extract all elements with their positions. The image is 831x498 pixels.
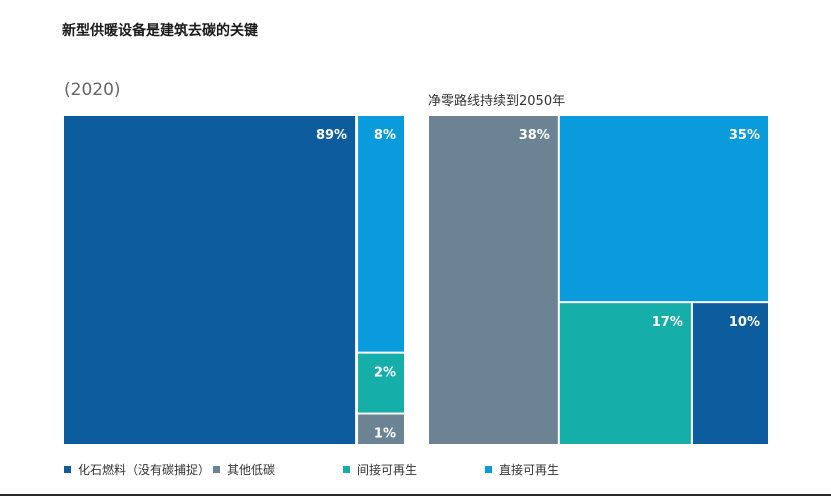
- data-label-indirect-renewable: 17%: [652, 315, 683, 330]
- legend-label-direct-renewable: 直接可再生: [499, 463, 560, 477]
- treemap-cell-other-low-carbon: [429, 116, 558, 444]
- data-label-direct-renewable: 8%: [374, 128, 396, 143]
- data-label-fossil: 10%: [729, 315, 760, 330]
- data-label-direct-renewable: 35%: [729, 128, 760, 143]
- chart-2020-title: (2020): [64, 80, 121, 100]
- data-label-indirect-renewable: 2%: [374, 366, 396, 381]
- data-label-other-low-carbon: 38%: [519, 128, 550, 143]
- legend-label-other-low-carbon: 其他低碳: [227, 463, 276, 477]
- legend-label-indirect-renewable: 间接可再生: [357, 463, 418, 477]
- legend-item-direct-renewable: 直接可再生: [485, 461, 559, 478]
- legend-item-fossil: 化石燃料（没有碳捕捉）: [64, 461, 210, 478]
- treemap-cell-fossil: [64, 116, 356, 444]
- legend-swatch-fossil: [64, 466, 71, 473]
- treemap-cell-indirect-renewable: [358, 353, 404, 413]
- legend-item-other-low-carbon: 其他低碳: [213, 461, 275, 478]
- treemap-2020: 89% 8% 2% 1%: [64, 116, 404, 444]
- legend-item-indirect-renewable: 间接可再生: [343, 461, 417, 478]
- legend-label-fossil: 化石燃料（没有碳捕捉）: [78, 463, 211, 477]
- legend-swatch-direct-renewable: [485, 466, 492, 473]
- treemap-cell-indirect-renewable: [559, 303, 691, 444]
- treemap-cell-other-low-carbon: [358, 414, 404, 444]
- data-label-fossil: 89%: [316, 128, 347, 143]
- treemap-cell-direct-renewable: [559, 116, 768, 302]
- treemap-cell-direct-renewable: [358, 116, 404, 352]
- legend-swatch-indirect-renewable: [343, 466, 350, 473]
- treemap-cell-fossil: [692, 303, 768, 444]
- legend-swatch-other-low-carbon: [213, 466, 220, 473]
- chart-2050-title: 净零路线持续到2050年: [428, 94, 566, 109]
- data-label-other-low-carbon: 1%: [374, 427, 396, 442]
- bottom-rule: [0, 494, 831, 496]
- treemap-2050: 38% 35% 17% 10%: [429, 116, 768, 444]
- chart-title: 新型供暖设备是建筑去碳的关键: [62, 23, 258, 39]
